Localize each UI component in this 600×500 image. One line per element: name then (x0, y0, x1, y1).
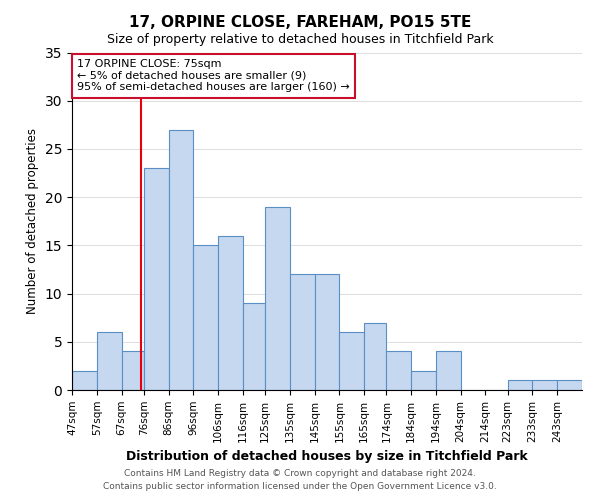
Bar (169, 130, 193, 390)
Bar (508, 380, 532, 390)
Bar (314, 274, 340, 390)
Bar (193, 246, 218, 390)
Bar (243, 303, 265, 390)
Y-axis label: Number of detached properties: Number of detached properties (26, 128, 39, 314)
Text: Contains HM Land Registry data © Crown copyright and database right 2024.
Contai: Contains HM Land Registry data © Crown c… (103, 469, 497, 491)
Bar (557, 380, 582, 390)
Bar (386, 352, 411, 390)
Text: 17 ORPINE CLOSE: 75sqm
← 5% of detached houses are smaller (9)
95% of semi-detac: 17 ORPINE CLOSE: 75sqm ← 5% of detached … (77, 59, 350, 92)
Bar (411, 370, 436, 390)
X-axis label: Distribution of detached houses by size in Titchfield Park: Distribution of detached houses by size … (126, 450, 528, 463)
Bar (122, 352, 144, 390)
Text: Size of property relative to detached houses in Titchfield Park: Size of property relative to detached ho… (107, 32, 493, 46)
Bar (290, 274, 314, 390)
Bar (144, 168, 169, 390)
Text: 17, ORPINE CLOSE, FAREHAM, PO15 5TE: 17, ORPINE CLOSE, FAREHAM, PO15 5TE (129, 15, 471, 30)
Bar (532, 380, 557, 390)
Bar (218, 236, 243, 390)
Bar (436, 352, 461, 390)
Bar (340, 332, 364, 390)
Bar (364, 322, 386, 390)
Bar (72, 370, 97, 390)
Bar (97, 332, 122, 390)
Bar (265, 207, 290, 390)
